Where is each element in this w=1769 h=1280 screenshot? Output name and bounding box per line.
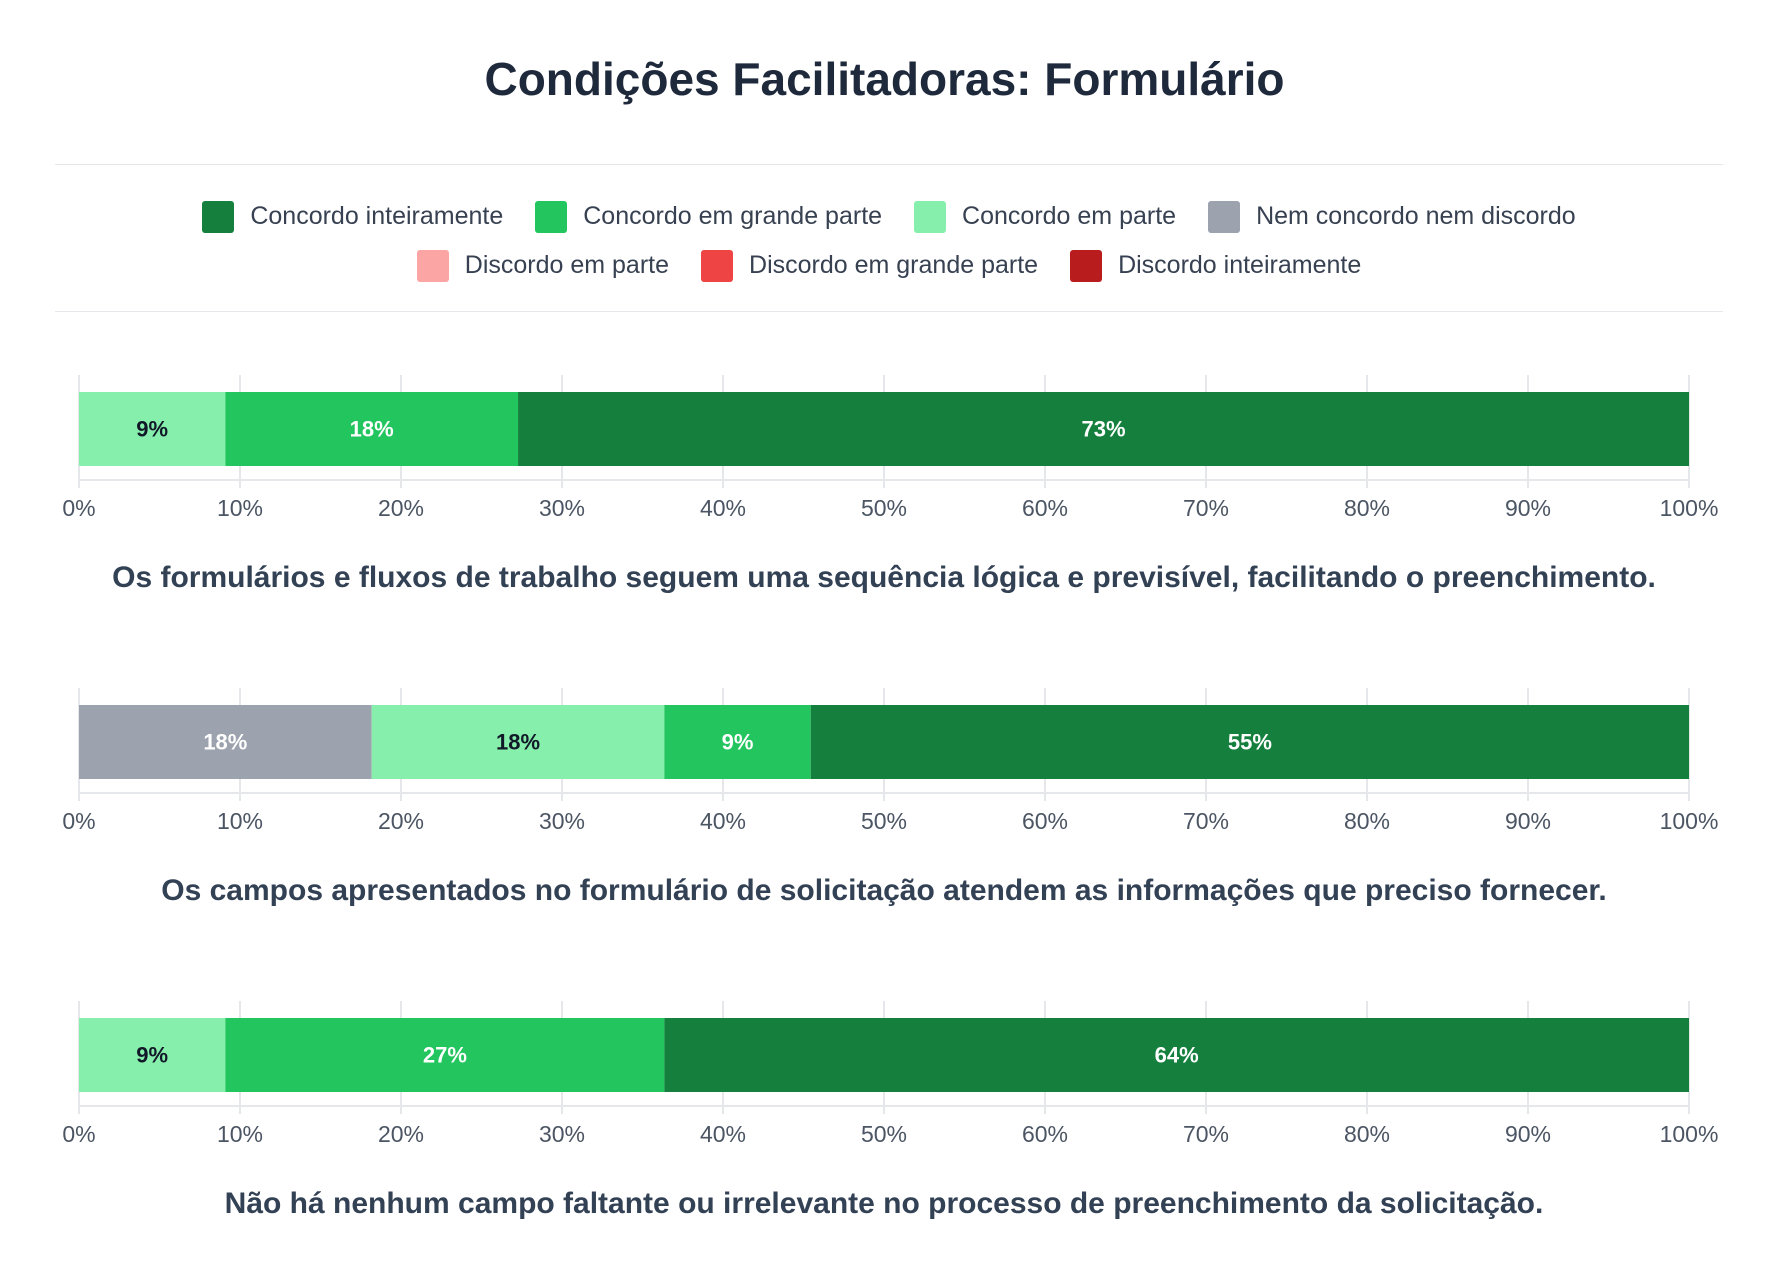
x-tick-label: 80%: [1344, 1121, 1390, 1147]
x-tick-label: 10%: [217, 495, 263, 521]
x-tick-label: 30%: [539, 1121, 585, 1147]
bar-segment: [518, 392, 1689, 466]
legend-bottom-divider: [55, 311, 1723, 312]
data-label: 18%: [203, 730, 247, 755]
legend-swatch: [202, 200, 235, 233]
x-tick-label: 80%: [1344, 808, 1390, 834]
bar-segment: [664, 1018, 1689, 1092]
x-tick-label: 0%: [62, 808, 95, 834]
bar-segment: [79, 1018, 226, 1092]
bar-segment: [225, 1018, 665, 1092]
x-tick-label: 100%: [1660, 808, 1719, 834]
x-tick-label: 70%: [1183, 1121, 1229, 1147]
x-tick-label: 60%: [1022, 1121, 1068, 1147]
bar-segment: [664, 705, 811, 779]
chart-caption: Não há nenhum campo faltante ou irreleva…: [225, 1187, 1544, 1220]
legend-item-discordo-inteiramente: Discordo inteiramente: [1070, 249, 1362, 282]
legend-row-1: Concordo inteiramente Concordo em grande…: [55, 192, 1723, 241]
x-tick-label: 0%: [62, 1121, 95, 1147]
data-label: 18%: [496, 730, 540, 755]
bar-segment: [79, 392, 226, 466]
data-label: 18%: [350, 417, 394, 442]
x-tick-label: 60%: [1022, 808, 1068, 834]
x-tick-label: 20%: [378, 1121, 424, 1147]
chart-title: Condições Facilitadoras: Formulário: [484, 53, 1285, 105]
data-label: 73%: [1082, 417, 1126, 442]
data-label: 55%: [1228, 730, 1272, 755]
legend-label: Nem concordo nem discordo: [1256, 202, 1576, 230]
x-tick-label: 80%: [1344, 495, 1390, 521]
x-tick-label: 40%: [700, 1121, 746, 1147]
legend: Concordo inteiramente Concordo em grande…: [55, 192, 1723, 290]
chart-caption: Os campos apresentados no formulário de …: [161, 874, 1606, 907]
bar-segment: [810, 705, 1689, 779]
data-label: 9%: [136, 1043, 168, 1068]
legend-label: Concordo em parte: [962, 202, 1177, 230]
legend-top-divider: [55, 164, 1723, 165]
x-tick-label: 30%: [539, 808, 585, 834]
legend-item-discordo-em-parte: Discordo em parte: [416, 249, 670, 282]
x-tick-label: 90%: [1505, 808, 1551, 834]
legend-swatch: [535, 200, 568, 233]
legend-swatch: [1070, 249, 1103, 282]
legend-label: Concordo em grande parte: [583, 202, 883, 230]
x-tick-label: 10%: [217, 808, 263, 834]
legend-item-concordo-inteiramente: Concordo inteiramente: [202, 200, 504, 233]
bar-segment: [371, 705, 665, 779]
x-tick-label: 70%: [1183, 808, 1229, 834]
x-tick-label: 0%: [62, 495, 95, 521]
x-tick-label: 10%: [217, 1121, 263, 1147]
x-tick-label: 90%: [1505, 495, 1551, 521]
bar-segment: [225, 392, 519, 466]
legend-swatch: [416, 249, 449, 282]
x-tick-label: 50%: [861, 808, 907, 834]
x-tick-label: 60%: [1022, 495, 1068, 521]
legend-item-concordo-em-grande-parte: Concordo em grande parte: [535, 200, 883, 233]
data-label: 27%: [423, 1043, 467, 1068]
x-tick-label: 40%: [700, 808, 746, 834]
x-tick-label: 100%: [1660, 495, 1719, 521]
legend-row-2: Discordo em parte Discordo em grande par…: [55, 241, 1723, 290]
x-tick-label: 90%: [1505, 1121, 1551, 1147]
legend-label: Discordo inteiramente: [1118, 251, 1362, 279]
data-label: 9%: [722, 730, 754, 755]
x-tick-label: 30%: [539, 495, 585, 521]
data-label: 9%: [136, 417, 168, 442]
legend-swatch: [914, 200, 947, 233]
legend-label: Concordo inteiramente: [250, 202, 504, 230]
x-tick-label: 100%: [1660, 1121, 1719, 1147]
bar-segment: [79, 705, 372, 779]
legend-label: Discordo em grande parte: [749, 251, 1039, 279]
legend-item-concordo-em-parte: Concordo em parte: [914, 200, 1177, 233]
chart-caption: Os formulários e fluxos de trabalho segu…: [112, 561, 1656, 594]
legend-swatch: [701, 249, 734, 282]
x-tick-label: 70%: [1183, 495, 1229, 521]
x-tick-label: 20%: [378, 808, 424, 834]
x-tick-label: 40%: [700, 495, 746, 521]
legend-label: Discordo em parte: [464, 251, 670, 279]
legend-item-nem-concordo-nem-discordo: Nem concordo nem discordo: [1208, 200, 1576, 233]
x-tick-label: 20%: [378, 495, 424, 521]
data-label: 64%: [1155, 1043, 1199, 1068]
legend-item-discordo-em-grande-parte: Discordo em grande parte: [701, 249, 1039, 282]
x-tick-label: 50%: [861, 1121, 907, 1147]
legend-swatch: [1208, 200, 1241, 233]
x-tick-label: 50%: [861, 495, 907, 521]
